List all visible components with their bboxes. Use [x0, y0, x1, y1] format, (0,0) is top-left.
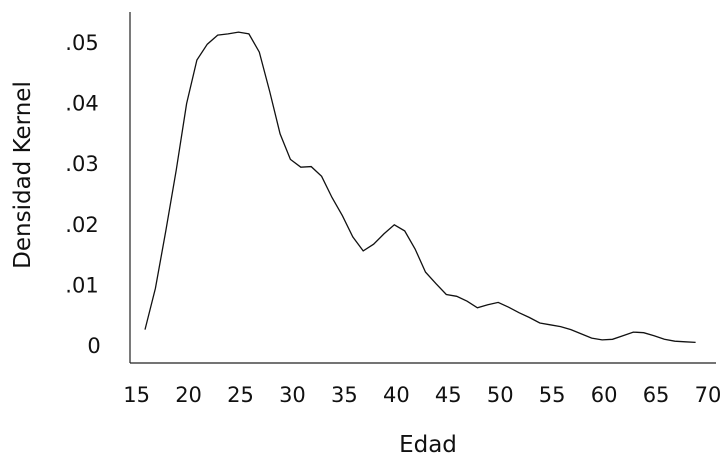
- y-tick-label: .01: [65, 273, 98, 297]
- y-tick-label: .04: [65, 92, 98, 116]
- x-axis-ticks: 15 20 25 30 35 40 45 50 55 60 65 70: [123, 383, 721, 407]
- x-tick-label: 70: [695, 383, 721, 407]
- x-tick-label: 25: [227, 383, 254, 407]
- y-tick-label: .03: [65, 152, 98, 176]
- density-line: [144, 31, 696, 344]
- y-axis-ticks: 0 .01 .02 .03 .04 .05: [65, 31, 100, 358]
- x-tick-label: 50: [487, 383, 514, 407]
- x-tick-label: 45: [435, 383, 462, 407]
- y-tick-label: .05: [65, 31, 98, 55]
- x-tick-label: 65: [643, 383, 670, 407]
- x-tick-label: 20: [175, 383, 202, 407]
- x-tick-label: 60: [591, 383, 618, 407]
- y-tick-label: 0: [87, 334, 100, 358]
- y-tick-label: .02: [65, 213, 98, 237]
- x-axis-label: Edad: [399, 432, 457, 458]
- x-tick-label: 30: [279, 383, 306, 407]
- x-tick-label: 35: [331, 383, 358, 407]
- x-tick-label: 15: [123, 383, 150, 407]
- x-tick-label: 55: [539, 383, 566, 407]
- x-tick-label: 40: [383, 383, 410, 407]
- y-axis-label: Densidad Kernel: [10, 81, 36, 269]
